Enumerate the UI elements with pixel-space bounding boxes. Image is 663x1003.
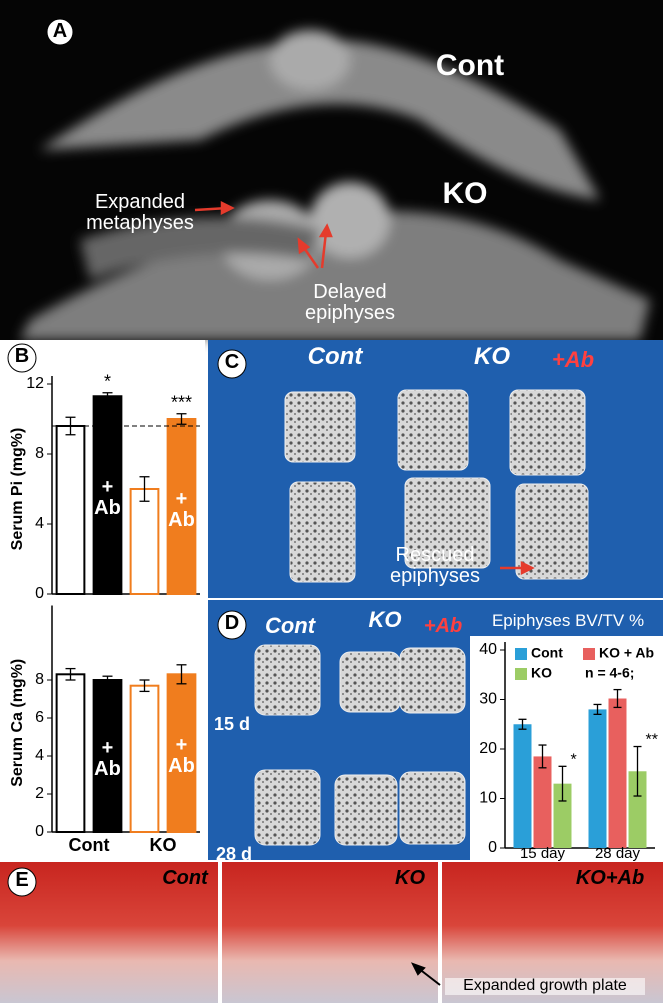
- chart-title: Epiphyses BV/TV %: [491, 611, 645, 630]
- epiphysis-renders: [254, 644, 466, 846]
- bar: [513, 724, 532, 848]
- y-axis-label: Serum Pi (mg%): [9, 428, 26, 551]
- legend-label: KO + Ab: [599, 645, 654, 661]
- y-tick-label: 4: [35, 747, 44, 764]
- label-ab: +Ab: [551, 347, 595, 372]
- panel-label: A: [52, 20, 68, 42]
- bar-label: + Ab: [168, 487, 195, 531]
- label-cont: Cont: [264, 613, 316, 638]
- red-arrows: [194, 200, 535, 576]
- bar: [129, 684, 160, 834]
- panel-label: B: [14, 345, 30, 367]
- bar: [55, 425, 86, 595]
- label-ko: KO: [368, 607, 402, 632]
- legend-swatch: [515, 648, 527, 660]
- label-15d: 15 d: [213, 714, 251, 734]
- significance: **: [646, 732, 658, 749]
- legend-label: KO: [531, 665, 552, 681]
- label-epiphyses: Delayed epiphyses: [304, 281, 396, 324]
- label-metaphyses: Expanded metaphyses: [86, 191, 194, 234]
- group-label: KO: [149, 835, 177, 855]
- bone-renders: [284, 389, 589, 583]
- bar: [608, 698, 627, 848]
- black-arrow: [410, 962, 441, 986]
- significance: ***: [171, 393, 192, 413]
- label-cont: Cont: [435, 49, 505, 82]
- bar: [628, 771, 647, 848]
- label-cont: Cont: [307, 343, 363, 370]
- bar: [129, 488, 160, 595]
- y-tick-label: 30: [479, 691, 497, 708]
- legend-label: Cont: [531, 645, 563, 661]
- label-cont: Cont: [162, 867, 208, 889]
- bar: [166, 673, 197, 833]
- legend-swatch: [515, 668, 527, 680]
- panel-label: E: [15, 869, 29, 891]
- y-tick-label: 0: [488, 839, 497, 856]
- group-label: Cont: [68, 835, 110, 855]
- y-tick-label: 2: [35, 785, 44, 802]
- legend-swatch: [583, 648, 595, 660]
- note: n = 4-6;: [585, 665, 634, 681]
- label-note: Expanded growth plate: [445, 977, 645, 995]
- significance: *: [571, 752, 577, 769]
- bar: [553, 783, 572, 848]
- y-tick-label: 12: [26, 375, 44, 392]
- y-tick-label: 4: [35, 515, 44, 532]
- y-tick-label: 6: [35, 709, 44, 726]
- y-axis-label: Serum Ca (mg%): [9, 659, 26, 787]
- bar: [533, 756, 552, 848]
- label-rescued: Rescued epiphyses: [389, 544, 481, 587]
- label-ab: +Ab: [423, 615, 463, 637]
- label-ko: KO: [395, 867, 425, 889]
- panel-label: D: [224, 612, 240, 634]
- y-tick-label: 8: [35, 671, 44, 688]
- y-tick-label: 20: [479, 740, 497, 757]
- bar-label: + Ab: [94, 737, 121, 780]
- y-tick-label: 0: [35, 585, 44, 602]
- bar: [588, 709, 607, 848]
- y-tick-label: 0: [35, 823, 44, 840]
- label-ko-ab: KO+Ab: [575, 867, 645, 889]
- chart-title-strip: [470, 600, 663, 636]
- y-tick-label: 40: [479, 641, 497, 658]
- panel-label-circles: [7, 18, 247, 897]
- x-tick-label: 15 day: [519, 845, 566, 862]
- label-ko: KO: [474, 343, 510, 370]
- bar-label: + Ab: [168, 734, 195, 778]
- y-tick-label: 8: [35, 445, 44, 462]
- label-ko: KO: [442, 177, 488, 210]
- significance: *: [104, 372, 111, 392]
- panel-label: C: [224, 351, 240, 373]
- bar-label: + Ab: [94, 476, 121, 520]
- x-tick-label: 28 day: [594, 845, 641, 862]
- y-tick-label: 10: [479, 790, 497, 807]
- bar: [55, 673, 86, 833]
- label-28d: 28 d: [215, 844, 253, 864]
- xray-bones: [20, 30, 650, 340]
